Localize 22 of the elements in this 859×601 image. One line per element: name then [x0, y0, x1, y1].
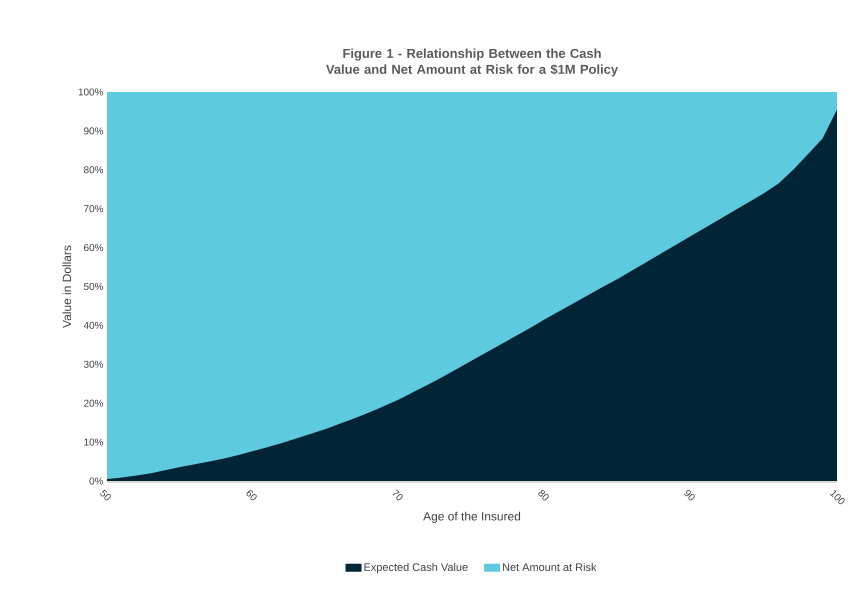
chart-title: Figure 1 - Relationship Between the Cash Value and Net Amount at Risk for a $1M Policy: [326, 48, 618, 76]
y-tick-label: 20%: [84, 400, 104, 407]
legend-label: Expected Cash Value: [364, 562, 468, 574]
y-tick-label: 70%: [84, 205, 104, 212]
y-tick-label: 60%: [84, 244, 104, 252]
x-tick-label: 80: [538, 490, 549, 500]
x-tick-label: 70: [392, 489, 403, 500]
x-tick-label: 60: [246, 490, 257, 500]
x-tick-label: 50: [100, 489, 111, 500]
x-tick-label: 100: [830, 490, 845, 504]
y-tick-label: 80%: [84, 166, 104, 174]
y-tick-label: 50%: [84, 282, 104, 290]
y-tick-label: 40%: [84, 322, 104, 329]
y-tick-label: 10%: [84, 438, 104, 446]
y-tick-label: 90%: [84, 127, 104, 134]
y-tick-label: 100%: [78, 88, 104, 96]
y-tick-label: 30%: [84, 360, 104, 368]
y-tick-label: 0%: [89, 477, 104, 485]
legend-label: Net Amount at Risk: [502, 562, 596, 572]
y-axis-title: Value in Dollars: [62, 246, 72, 328]
x-tick-label: 90: [684, 490, 695, 500]
x-axis-title: Age of the Insured: [423, 512, 520, 523]
